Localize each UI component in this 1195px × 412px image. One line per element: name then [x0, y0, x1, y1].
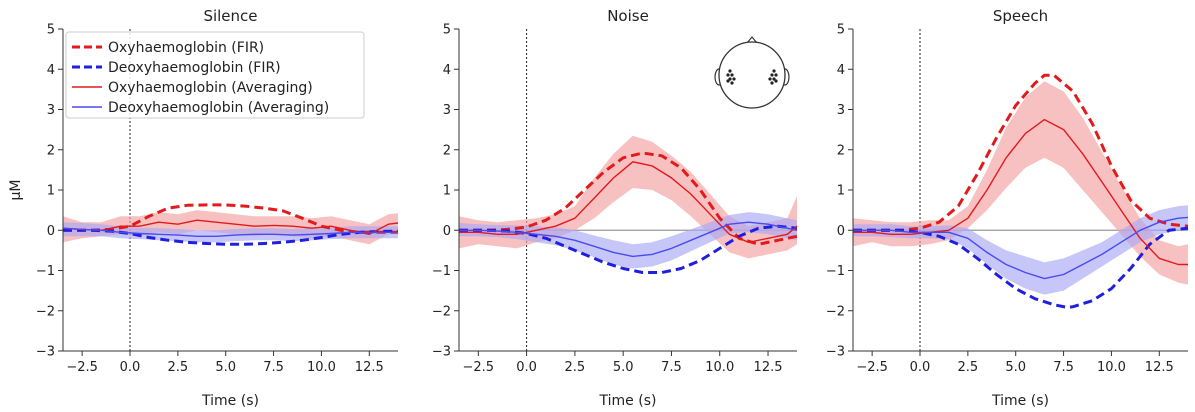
- sensor-dot: [770, 81, 774, 85]
- y-tick-label: 4: [443, 63, 451, 78]
- y-tick-label: 1: [443, 184, 451, 199]
- sensor-dot: [728, 69, 732, 73]
- sensor-dot: [770, 73, 774, 77]
- series-line-deoxyhaemoglobin-averaging: [62, 227, 398, 237]
- y-tick-label: 2: [47, 143, 55, 158]
- chart-panel-silence: Silence −3 −2 −1 0 1 2 3 4 5 −2.5 0.0 2.5 5.0 7.5 10.0 1…: [8, 7, 399, 409]
- x-tick-label: 7.5: [1053, 360, 1074, 375]
- y-tick-label: 4: [47, 63, 55, 78]
- series-line-oxyhaemoglobin-fir: [853, 73, 1189, 232]
- series-line-deoxyhaemoglobin-averaging: [853, 216, 1189, 280]
- series-line-oxyhaemoglobin-averaging: [62, 219, 399, 235]
- x-axis-title: Time (s): [201, 393, 259, 409]
- band-oxyhaemoglobin-averaging: [459, 135, 797, 259]
- y-tick-label: −1: [36, 264, 55, 279]
- x-tick-label: 10.0: [705, 360, 734, 375]
- x-tick-label: 0.0: [516, 360, 537, 375]
- series-line-oxyhaemoglobin-averaging: [853, 118, 1188, 266]
- band-oxyhaemoglobin-averaging: [853, 81, 1188, 285]
- x-tick-label: −2.5: [463, 360, 495, 375]
- y-tick-label: 1: [47, 184, 55, 199]
- legend: Oxyhaemoglobin (FIR) Deoxyhaemoglobin (FI…: [65, 31, 365, 119]
- x-tick-label: 2.5: [958, 360, 979, 375]
- x-tick-label: 0.0: [910, 360, 931, 375]
- y-tick-label: −2: [826, 304, 845, 319]
- y-tick-label: −3: [36, 345, 55, 360]
- y-tick-label: 0: [837, 224, 845, 239]
- series-line-deoxyhaemoglobin-averaging: [459, 221, 798, 258]
- y-axis-title: μM: [8, 180, 24, 201]
- panel-title: Speech: [993, 7, 1048, 25]
- x-tick-label: 10.0: [307, 360, 336, 375]
- legend-label: Deoxyhaemoglobin (Averaging): [108, 100, 329, 116]
- x-tick-label: 0.0: [120, 360, 141, 375]
- chart-panel-speech: Speech −3 −2 −1 0 1 2 3 4 5 −2.5 0.0 2.5 5.0 7.5 10.0 12…: [826, 7, 1189, 409]
- sensor-dot: [732, 77, 736, 81]
- y-tick-label: 5: [47, 23, 55, 38]
- band-deoxyhaemoglobin-averaging: [853, 205, 1188, 295]
- y-tick-label: 0: [47, 224, 55, 239]
- sensor-dot: [728, 77, 732, 81]
- sensor-dot: [772, 69, 776, 73]
- sensor-dot: [726, 73, 730, 77]
- sensor-dot: [730, 73, 734, 77]
- band-deoxyhaemoglobin-averaging: [459, 212, 797, 269]
- head-icon: [714, 36, 790, 109]
- x-tick-label: 2.5: [168, 360, 189, 375]
- x-tick-label: 5.0: [215, 360, 236, 375]
- y-tick-label: 0: [443, 224, 451, 239]
- y-tick-label: −1: [432, 264, 451, 279]
- y-tick-label: 5: [837, 23, 845, 38]
- head-outline-icon: [718, 41, 786, 109]
- legend-label: Oxyhaemoglobin (FIR): [108, 40, 264, 56]
- sensor-dot: [774, 73, 778, 77]
- x-tick-label: 10.0: [1097, 360, 1126, 375]
- legend-label: Oxyhaemoglobin (Averaging): [108, 80, 313, 96]
- series-line-oxyhaemoglobin-averaging: [459, 161, 798, 243]
- panel-title: Noise: [607, 7, 649, 25]
- y-tick-label: 3: [837, 103, 845, 118]
- chart-panel-noise: Noise −3 −2 −1 0 1 2 3 4 5 −2.5 0.0 2.5 5.0 7.5 10.0 12.…: [432, 7, 798, 409]
- sensor-dot: [772, 77, 776, 81]
- y-tick-label: −1: [826, 264, 845, 279]
- x-tick-label: 2.5: [565, 360, 586, 375]
- sensor-dot: [730, 81, 734, 85]
- y-tick-label: 2: [443, 143, 451, 158]
- x-tick-label: 12.5: [1145, 360, 1174, 375]
- y-tick-label: 3: [443, 103, 451, 118]
- x-tick-label: 12.5: [754, 360, 783, 375]
- y-tick-label: 2: [837, 143, 845, 158]
- x-tick-label: 5.0: [1005, 360, 1026, 375]
- x-axis-title: Time (s): [991, 393, 1049, 409]
- y-tick-label: 1: [837, 184, 845, 199]
- y-tick-label: −3: [432, 345, 451, 360]
- y-tick-label: 4: [837, 63, 845, 78]
- y-tick-label: 5: [443, 23, 451, 38]
- series-line-deoxyhaemoglobin-fir: [853, 226, 1189, 309]
- x-tick-label: −2.5: [66, 360, 98, 375]
- x-tick-label: −2.5: [856, 360, 888, 375]
- x-tick-label: 7.5: [661, 360, 682, 375]
- x-tick-label: 7.5: [263, 360, 284, 375]
- sensor-dot: [774, 79, 778, 83]
- sensor-dot: [768, 77, 772, 81]
- x-axis-title: Time (s): [599, 393, 657, 409]
- y-tick-label: −3: [826, 345, 845, 360]
- y-tick-label: 3: [47, 103, 55, 118]
- legend-frame: [65, 31, 365, 119]
- sensor-dot: [726, 79, 730, 83]
- x-tick-label: 12.5: [355, 360, 384, 375]
- panel-title: Silence: [203, 7, 257, 25]
- x-tick-label: 5.0: [613, 360, 634, 375]
- y-tick-label: −2: [432, 304, 451, 319]
- legend-label: Deoxyhaemoglobin (FIR): [108, 60, 281, 76]
- y-tick-label: −2: [36, 304, 55, 319]
